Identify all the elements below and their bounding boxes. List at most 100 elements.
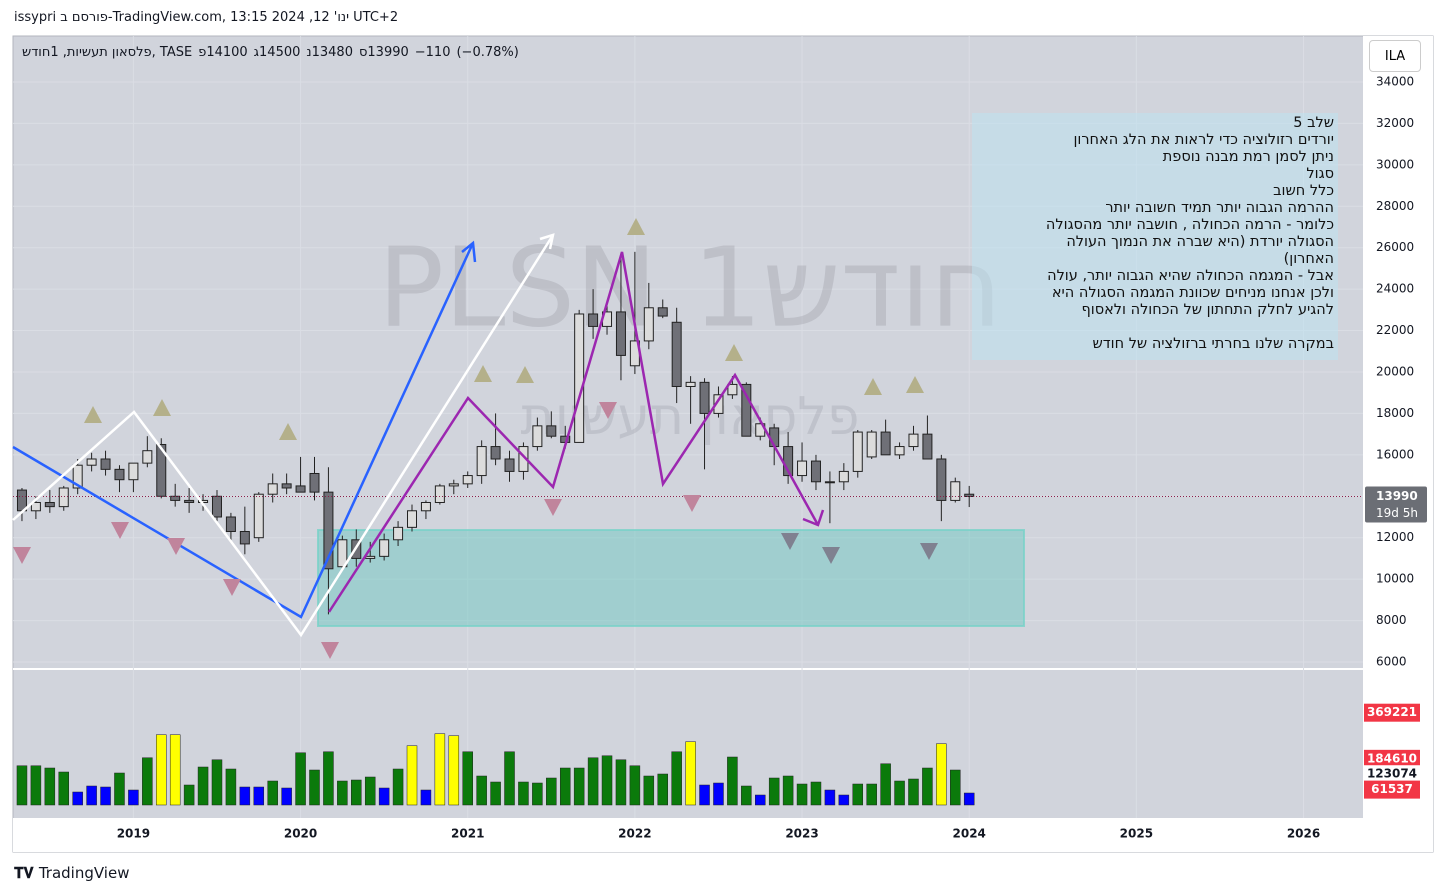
volume-bar — [169, 734, 181, 806]
volume-badge — [1364, 780, 1420, 799]
volume-bar — [573, 767, 585, 806]
candle-body — [434, 485, 445, 503]
volume-bar — [337, 780, 348, 806]
volume-bar — [72, 791, 83, 806]
change: −110 — [414, 45, 451, 60]
volume-bar — [211, 759, 223, 806]
candle-body — [239, 530, 250, 545]
volume-bar — [713, 782, 724, 806]
candle-body — [504, 458, 515, 472]
candle-body — [309, 472, 320, 493]
volume-tick-label: 123074 — [1367, 767, 1417, 781]
candle-body — [128, 462, 139, 481]
volume-bar — [559, 767, 571, 806]
candle-body — [922, 433, 933, 460]
volume-bar — [309, 769, 320, 806]
volume-bar — [504, 751, 515, 806]
volume-bar — [824, 789, 836, 806]
candle-body — [671, 321, 682, 387]
volume-bar — [128, 789, 139, 806]
candle-body — [393, 526, 404, 541]
candle-body — [546, 425, 557, 437]
y-tick-label: 26000 — [1376, 240, 1414, 254]
candle-body — [880, 431, 891, 456]
candle-body — [824, 481, 835, 484]
blue-trend — [12, 242, 475, 619]
volume-bar — [950, 769, 961, 806]
note-footer: במקרה שלנו בחרתי ברזולציה של חודש — [1092, 336, 1334, 352]
change-pct: (−0.78%) — [456, 45, 519, 60]
volume-bar — [448, 735, 460, 806]
candle-body — [156, 443, 167, 497]
volume-tick-label: 369221 — [1367, 705, 1417, 719]
note-line: כלומר - הרמה הכחולה , חושבה יותר מהסגולה — [1045, 217, 1334, 233]
volume-bar — [908, 778, 919, 806]
volume-bar — [295, 752, 306, 806]
volume-bar — [225, 768, 237, 806]
volume-bar — [434, 733, 446, 806]
volume-bar — [768, 777, 780, 806]
currency-button[interactable]: ILA — [1369, 40, 1421, 72]
volume-bar — [796, 783, 808, 806]
volume-bar — [810, 781, 822, 806]
price-badge-value: 13990 — [1376, 489, 1418, 503]
volume-bar — [532, 782, 543, 806]
note-line: אבל - המגמה הכחולה שהיא הגבוה יותר, עולה — [1047, 268, 1334, 284]
x-tick-label: 2022 — [618, 827, 651, 841]
candle-body — [72, 464, 83, 489]
x-tick-label: 2019 — [117, 827, 150, 841]
volume-bar — [741, 785, 752, 806]
ohlc: פ 14100 ג 14500 נ 13480 ס 13990 — [198, 45, 409, 60]
note-line: האחרון) — [1283, 251, 1334, 267]
note-box: שלב 5 יורדים רזולוציה כדי לראות את הלג הא… — [972, 113, 1338, 360]
volume-bar — [58, 771, 70, 806]
purple-trend — [327, 251, 820, 613]
ohlc-label: ס — [358, 45, 368, 60]
ohlc-value: 13990 — [367, 45, 409, 60]
volume-bar — [866, 783, 877, 806]
ohlc-value: 14500 — [259, 45, 301, 60]
down-markers — [13, 402, 701, 659]
candle-body — [267, 483, 278, 495]
white-trend — [12, 234, 555, 638]
volume-bar — [351, 779, 362, 806]
candle-body — [253, 493, 264, 539]
volume-bar — [727, 756, 738, 806]
volume-bar — [239, 786, 251, 806]
volume-bar — [587, 757, 599, 806]
volume-bar — [657, 773, 668, 806]
candle-body — [713, 394, 724, 414]
volume-bar — [476, 775, 487, 806]
ohlc-label: פ — [198, 45, 207, 60]
candle-body — [100, 458, 111, 470]
candle-body — [295, 485, 306, 493]
candle-body — [142, 450, 153, 464]
volume-bar — [462, 751, 473, 806]
volume-bar — [490, 781, 501, 806]
volume-bar — [100, 786, 111, 806]
y-tick-label: 10000 — [1376, 572, 1414, 586]
candle-body — [866, 431, 877, 458]
time-axis-bg — [13, 818, 1363, 852]
volume-bar — [782, 775, 794, 806]
candle-body — [58, 487, 69, 508]
candle-body — [323, 491, 334, 570]
y-tick-label: 32000 — [1376, 116, 1414, 130]
candle-body — [448, 483, 459, 487]
x-tick-label: 2023 — [785, 827, 818, 841]
y-tick-label: 24000 — [1376, 282, 1414, 296]
x-tick-label: 2020 — [284, 827, 317, 841]
x-tick-label: 2025 — [1120, 827, 1153, 841]
volume-bar — [629, 765, 641, 806]
candle-body — [379, 539, 390, 557]
volume-bar — [392, 768, 404, 806]
watermark: PLSN 1חודש — [378, 223, 1003, 351]
candle-body — [407, 510, 418, 528]
volume-bar — [197, 766, 209, 806]
candle-body — [30, 501, 41, 512]
volume-bar — [518, 781, 529, 806]
published-line: issypri פורסם ב-TradingView.com, ינו' 12… — [14, 10, 399, 25]
y-tick-label: 6000 — [1376, 654, 1407, 668]
candle-body — [964, 493, 975, 497]
